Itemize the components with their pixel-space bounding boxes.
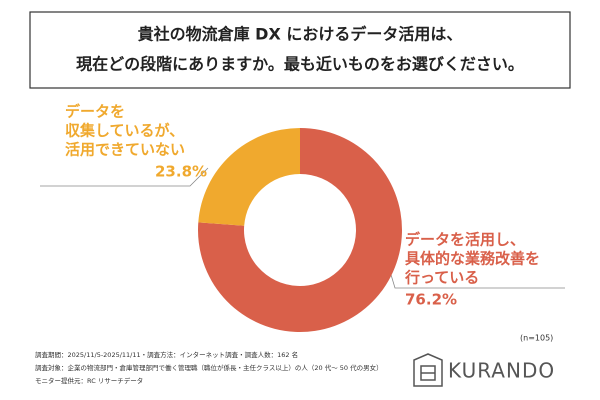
footer-note: 調査対象：企業の物流部門・倉庫管理部門で働く管理職（職位が係長・主任クラス以上）… <box>35 363 383 372</box>
title-box <box>29 11 571 89</box>
slice-label: 活用できていない <box>65 141 185 159</box>
value-label: 23.8% <box>155 163 207 181</box>
leader-line <box>40 167 209 187</box>
slice-label: 行っている <box>404 269 479 287</box>
value-label: 76.2% <box>405 291 457 309</box>
slice-label: 収集しているが、 <box>65 122 184 140</box>
slice-label: 具体的な業務改善を <box>405 250 540 268</box>
footer-note: モニター提供元：RC リサーチデータ <box>35 376 143 385</box>
sample-note: (n=105) <box>520 334 553 343</box>
donut-slice <box>198 128 300 226</box>
footer-note: 調査期間：2025/11/5-2025/11/11・調査方法：インターネット調査… <box>35 350 298 359</box>
slice-label: データを <box>65 103 125 121</box>
chart-title: 貴社の物流倉庫 DX におけるデータ活用は、 <box>138 25 463 44</box>
logo-icon <box>413 353 443 387</box>
donut-slice <box>198 128 402 332</box>
slice-label: データを活用し、 <box>405 231 525 249</box>
logo-text: KURANDO <box>448 359 555 383</box>
chart-title: 現在どの段階にありますか。最も近いものをお選びください。 <box>76 55 524 74</box>
